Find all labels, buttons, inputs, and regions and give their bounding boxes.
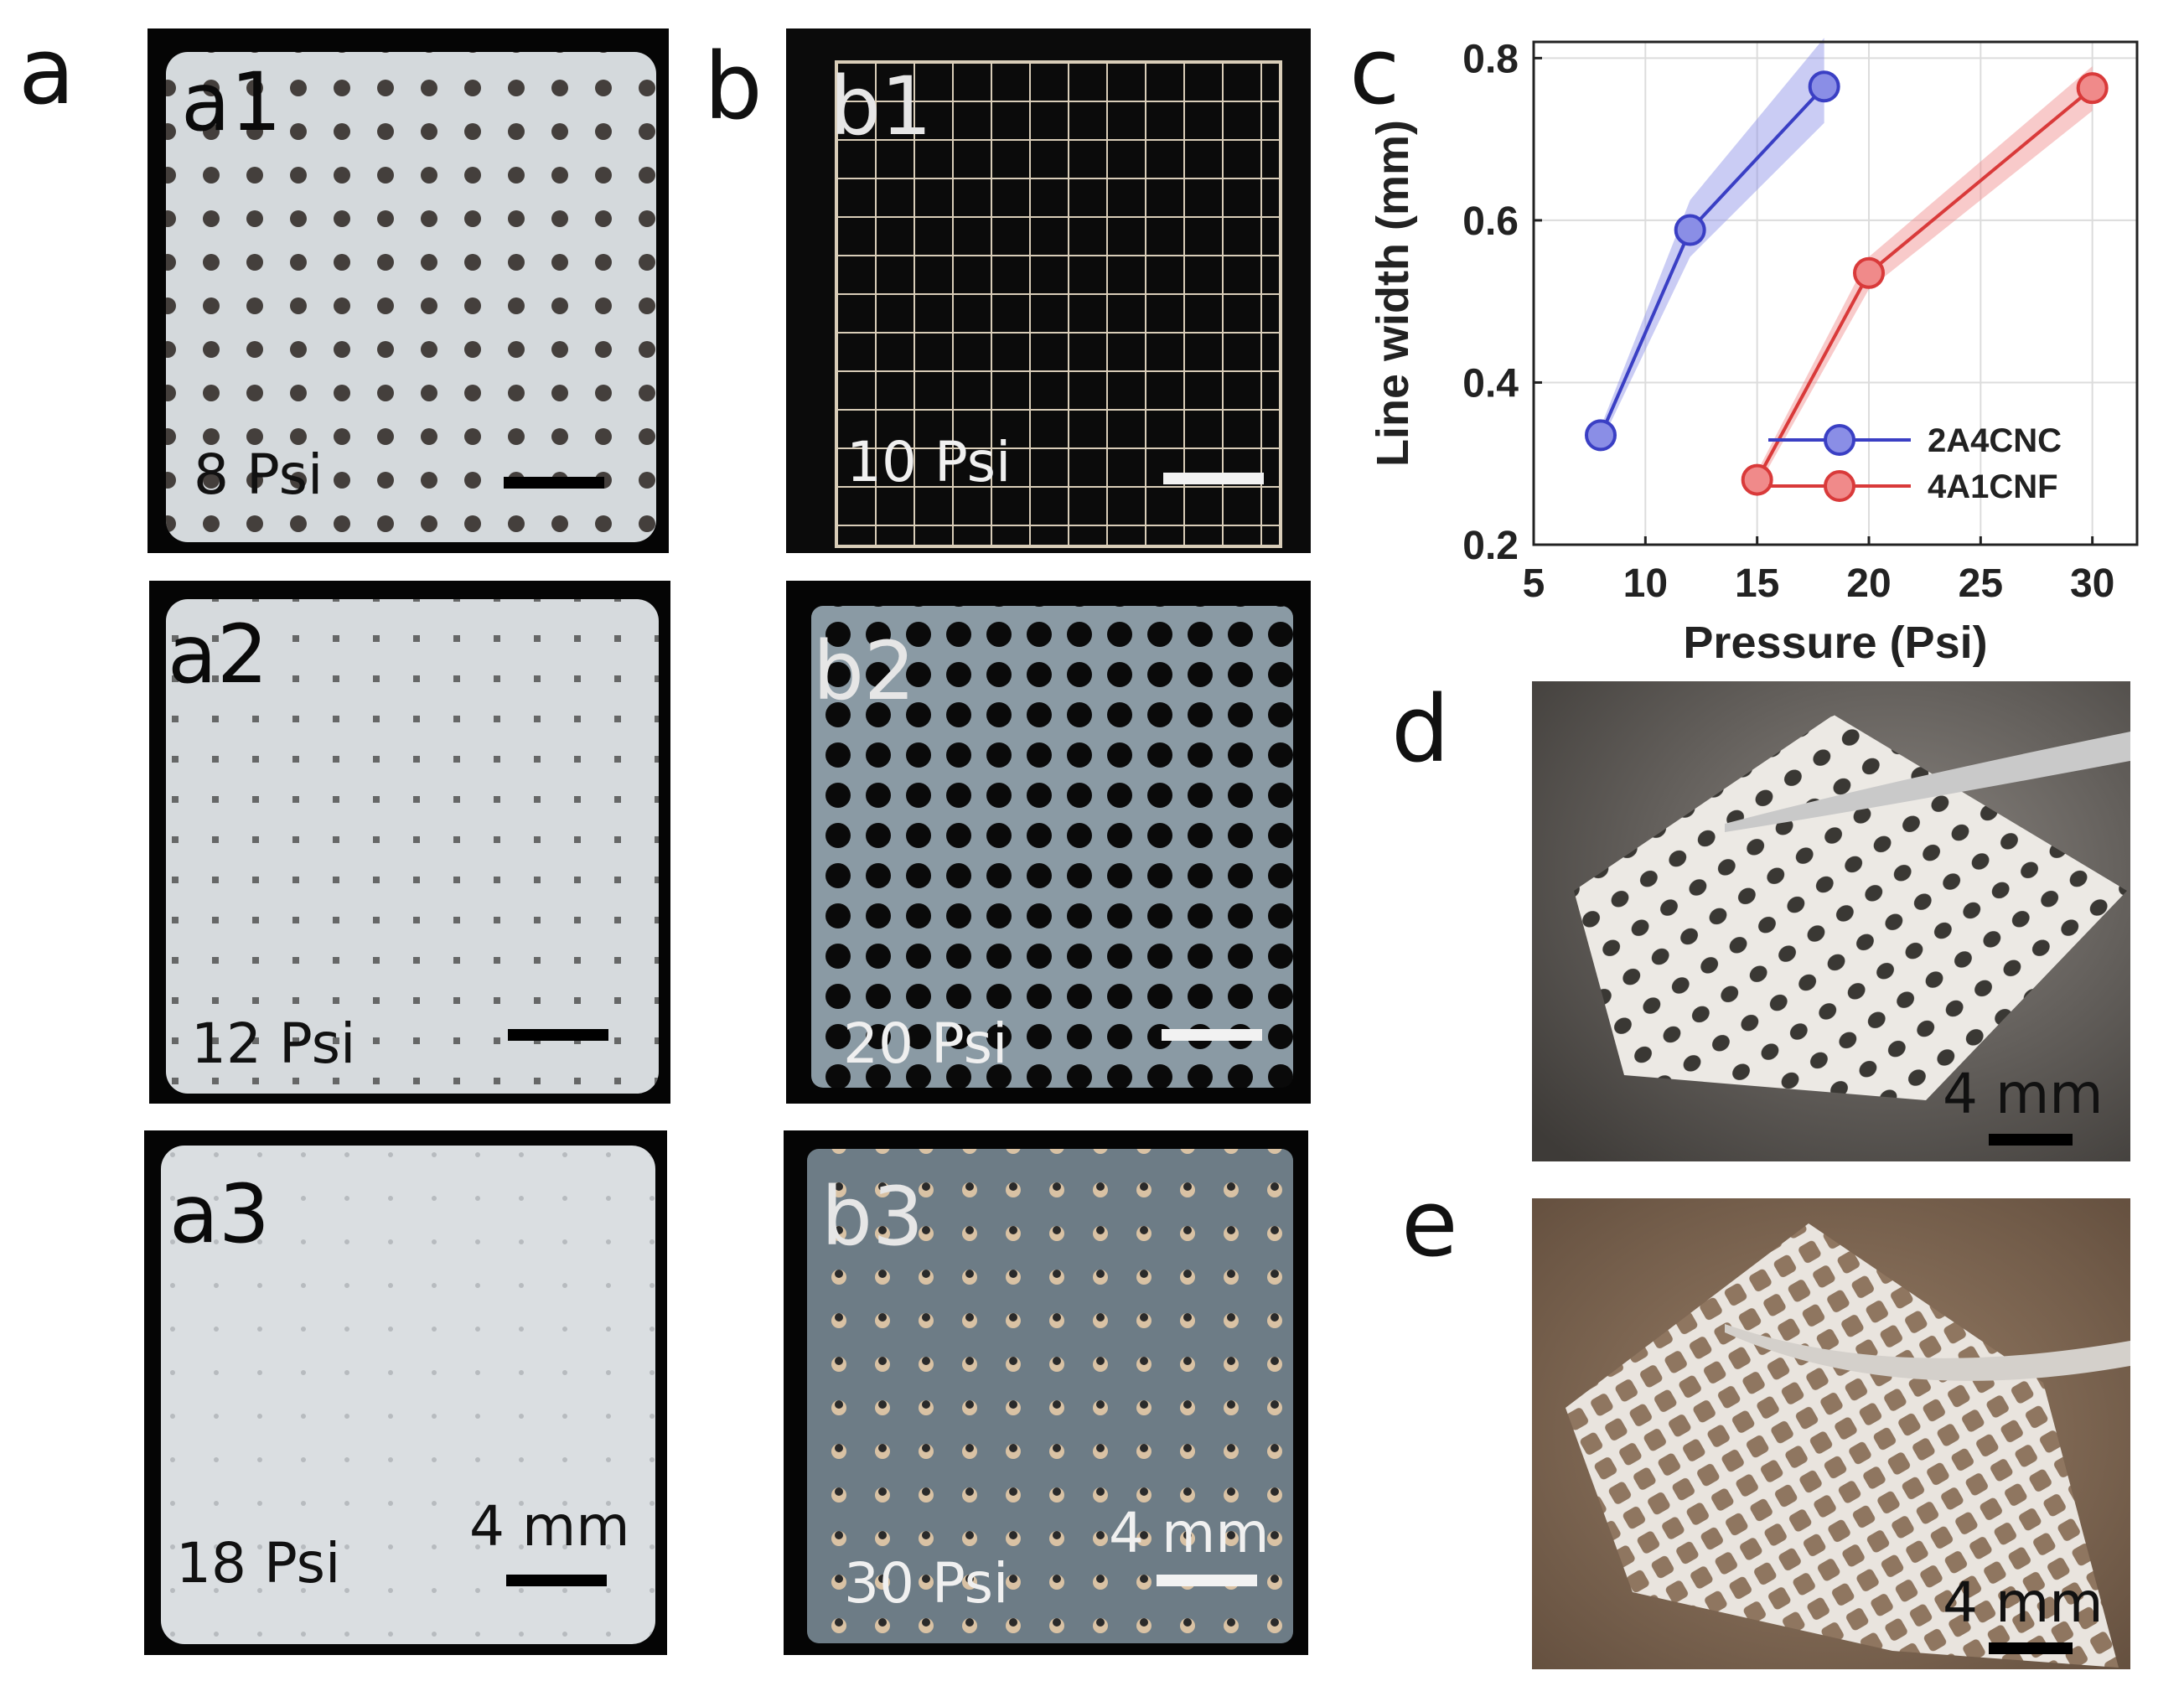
x-axis-label: Pressure (Psi)	[1683, 618, 1987, 668]
panel-letter-a: a	[18, 18, 75, 125]
data-point-4A1CNF	[1741, 463, 1773, 496]
pressure-label-a2: 12 Psi	[191, 1011, 356, 1076]
photo-a3: a3 18 Psi 4 mm	[144, 1130, 667, 1655]
tick-label-y: 0.8	[1462, 37, 1519, 81]
data-point-4A1CNF	[2076, 72, 2109, 105]
chart-bands	[1601, 38, 2093, 489]
photo-a2: a2 12 Psi	[149, 581, 670, 1104]
photo-b2: b2 20 Psi	[786, 581, 1311, 1104]
sublabel-a2: a2	[168, 608, 268, 701]
chart-points	[1585, 70, 2109, 496]
chart-legend: 2A4CNC 4A1CNF	[1768, 422, 2062, 505]
photo-b3: b3 30 Psi 4 mm	[784, 1130, 1308, 1655]
scale-bar-a2	[508, 1029, 608, 1041]
photo-d: 4 mm	[1532, 681, 2130, 1161]
scale-text-a3: 4 mm	[469, 1494, 630, 1559]
scale-text-d: 4 mm	[1943, 1062, 2104, 1126]
legend-label-2A4CNC: 2A4CNC	[1928, 422, 2062, 459]
scale-bar-d	[1989, 1134, 2073, 1146]
photo-e: 4 mm	[1532, 1198, 2130, 1669]
pressure-label-a1: 8 Psi	[194, 442, 323, 507]
tick-label-x: 20	[1846, 561, 1891, 606]
pressure-label-b3: 30 Psi	[844, 1551, 1009, 1616]
tick-label-y: 0.4	[1462, 361, 1519, 406]
tick-label-y: 0.6	[1462, 199, 1519, 244]
legend-marker-2A4CNC	[1824, 424, 1855, 456]
scale-bar-a3	[506, 1575, 607, 1586]
plot-frame-border	[1532, 40, 2139, 546]
tick-label-x: 5	[1523, 561, 1545, 606]
pressure-label-b1: 10 Psi	[846, 430, 1012, 494]
sublabel-b3: b3	[821, 1170, 924, 1264]
scale-bar-a1	[504, 477, 604, 489]
panel-letter-d: d	[1391, 675, 1450, 783]
scale-bar-e	[1989, 1642, 2073, 1654]
y-axis-label: Line width (mm)	[1368, 120, 1418, 467]
line-width-chart: 5 10 15 20 25 30 0.2 0.4 0.6 0.8 Pressure (Psi) L…	[1368, 37, 2139, 668]
confidence-band-2A4CNC	[1601, 38, 1824, 444]
pressure-label-a3: 18 Psi	[176, 1531, 341, 1596]
scale-bar-b2	[1162, 1029, 1262, 1041]
chart-ticks: 5 10 15 20 25 30 0.2 0.4 0.6 0.8	[1462, 37, 2139, 606]
tick-label-x: 25	[1959, 561, 2003, 606]
legend-marker-4A1CNF	[1824, 470, 1855, 502]
sublabel-a1: a1	[181, 55, 282, 149]
panel-letter-b: b	[704, 33, 763, 140]
tick-label-y: 0.2	[1462, 524, 1519, 568]
legend-label-4A1CNF: 4A1CNF	[1928, 468, 2058, 505]
scale-text-b3: 4 mm	[1109, 1501, 1270, 1565]
sublabel-b1: b1	[830, 59, 933, 153]
panel-letter-e: e	[1401, 1170, 1458, 1277]
sublabel-b2: b2	[813, 624, 916, 718]
tick-label-x: 10	[1623, 561, 1668, 606]
tick-label-x: 15	[1735, 561, 1779, 606]
panel-letter-c: c	[1349, 18, 1400, 125]
data-point-2A4CNC	[1674, 214, 1706, 246]
sublabel-a3: a3	[169, 1167, 270, 1261]
data-point-4A1CNF	[1853, 256, 1885, 289]
photo-a1: a1 8 Psi	[147, 28, 669, 553]
scale-text-e: 4 mm	[1943, 1570, 2104, 1635]
confidence-band-4A1CNF	[1757, 66, 2093, 489]
data-point-2A4CNC	[1808, 70, 1840, 103]
scale-bar-b1	[1163, 473, 1264, 484]
scale-bar-b3	[1157, 1575, 1257, 1586]
tick-label-x: 30	[2070, 561, 2114, 606]
data-point-2A4CNC	[1585, 419, 1617, 452]
pressure-label-b2: 20 Psi	[843, 1011, 1008, 1076]
photo-b1: b1 10 Psi	[786, 28, 1311, 553]
